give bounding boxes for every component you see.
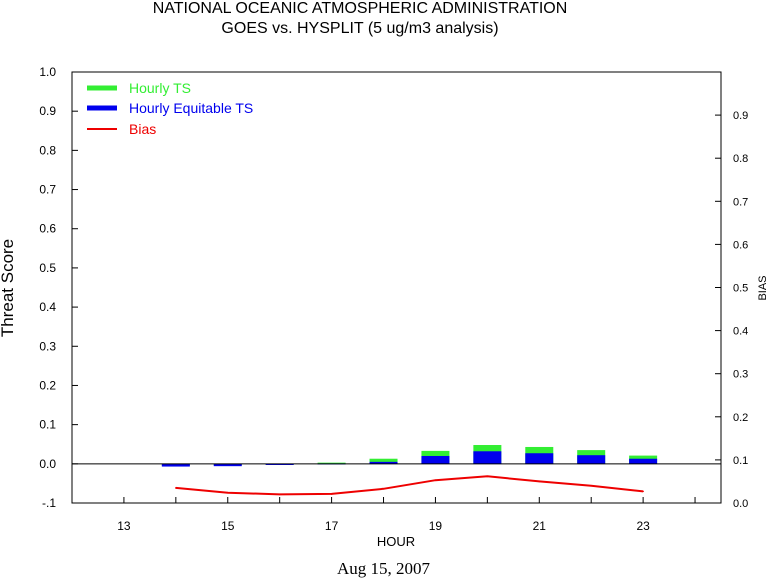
x-axis-title: HOUR <box>377 534 415 549</box>
bias-point <box>538 480 541 483</box>
bias-point <box>175 487 177 489</box>
y2-tick-label: 0.3 <box>733 369 748 381</box>
y-tick-label: 0.8 <box>39 143 56 157</box>
ets-bar <box>213 463 242 467</box>
ets-bar <box>577 455 606 464</box>
x-tick-label: 15 <box>221 519 235 533</box>
ets-bar <box>525 453 554 464</box>
y-tick-label: 0.4 <box>39 300 56 314</box>
ets-bar <box>265 463 294 465</box>
y-tick-label: 0.5 <box>39 261 56 275</box>
y2-tick-label: 0.5 <box>733 283 748 295</box>
y2-tick-label: 0.1 <box>733 455 748 467</box>
bias-point <box>486 475 489 478</box>
y2-tick-label: 0.7 <box>733 196 748 208</box>
y2-tick-label: 0.4 <box>733 326 748 338</box>
y-tick-label: 0.6 <box>39 222 56 236</box>
x-tick-label: 19 <box>429 519 443 533</box>
legend-label: Hourly Equitable TS <box>129 100 253 116</box>
y-tick-label: 0.9 <box>39 104 56 118</box>
x-tick-label: 21 <box>533 519 547 533</box>
x-tick-label: 13 <box>117 519 131 533</box>
chart-title-line1: NATIONAL OCEANIC ATMOSPHERIC ADMINISTRAT… <box>152 0 568 17</box>
bias-line <box>175 475 644 496</box>
y2-tick-label: 0.9 <box>733 110 748 122</box>
y2-tick-label: 0.6 <box>733 239 748 251</box>
y-tick-label: 0.7 <box>39 183 56 197</box>
y2-tick-label: 0.0 <box>733 498 748 510</box>
y2-axis-title: BIAS <box>757 275 767 300</box>
ets-bar <box>369 461 398 464</box>
y2-tick-label: 0.8 <box>733 153 748 165</box>
bias-point <box>642 490 644 493</box>
y-tick-label: 0.2 <box>39 378 56 392</box>
legend-label: Bias <box>129 121 156 137</box>
y2-tick-label: 0.2 <box>733 412 748 424</box>
y-axis-title: Threat Score <box>0 239 17 337</box>
bias-point <box>330 493 333 495</box>
bias-point <box>226 491 229 494</box>
y-tick-label: -.1 <box>42 496 56 510</box>
ts-bar <box>317 462 346 464</box>
y-tick-label: 1.0 <box>39 65 56 79</box>
x-tick-label: 17 <box>325 519 339 533</box>
ets-bar <box>473 451 502 464</box>
x-tick-label: 23 <box>636 519 650 533</box>
chart-title-line2: GOES vs. HYSPLIT (5 ug/m3 analysis) <box>221 20 499 37</box>
y-tick-label: 0.3 <box>39 339 56 353</box>
legend-swatch <box>87 85 117 91</box>
bias-point <box>382 487 385 490</box>
bias-point <box>434 479 437 481</box>
date-footer: Aug 15, 2007 <box>336 559 431 578</box>
bias-point <box>278 493 281 496</box>
ets-bar <box>629 458 658 464</box>
ets-bar <box>421 455 450 464</box>
legend-swatch <box>87 128 117 130</box>
plot-frame <box>71 71 722 504</box>
bias-point <box>590 484 592 487</box>
legend-swatch <box>87 105 117 111</box>
ets-bar <box>161 463 190 467</box>
legend-label: Hourly TS <box>129 80 191 96</box>
y-tick-label: 0.0 <box>39 457 56 471</box>
ts-bar <box>369 458 398 464</box>
y-tick-label: 0.1 <box>39 418 56 432</box>
